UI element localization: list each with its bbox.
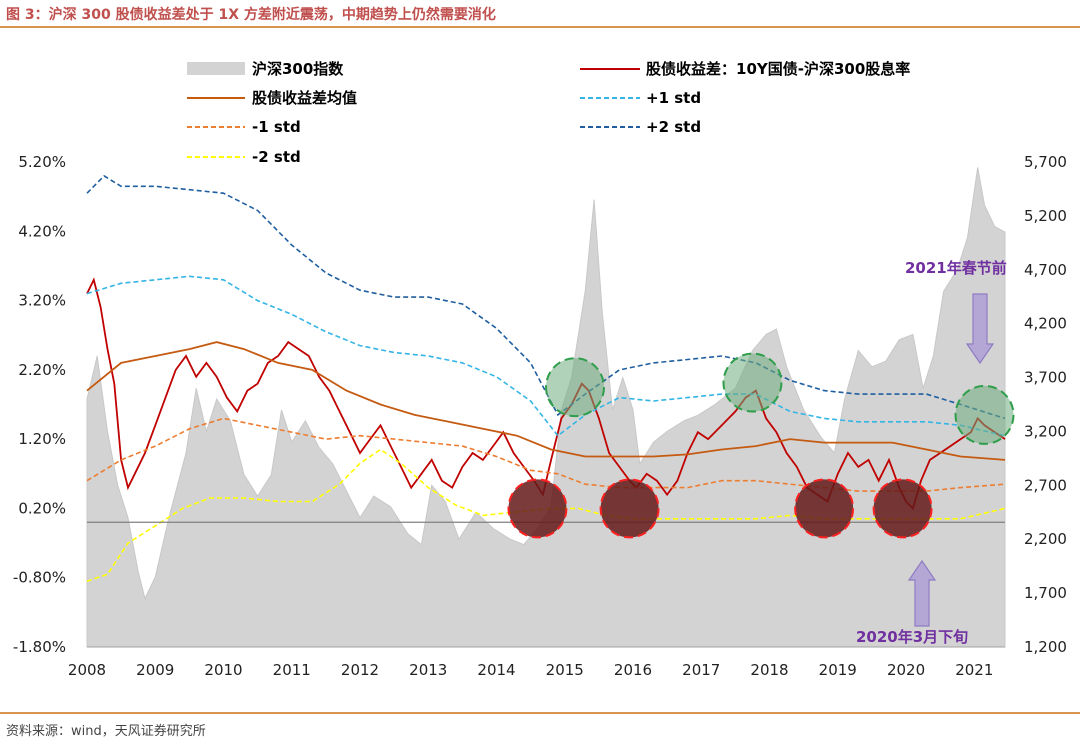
- legend-item-spread: 股债收益差：10Y国债-沪深300股息率: [580, 60, 910, 78]
- y-right-tick-label: 2,200: [1024, 530, 1067, 548]
- axis-layer: 5.20% 4.20% 3.20% 2.20% 1.20% 0.20% -0.80% -1.8…: [13, 153, 1067, 679]
- x-tick-label: 2021: [955, 661, 993, 679]
- y-right-tick-label: 5,700: [1024, 153, 1067, 171]
- y-left-tick-label: 4.20%: [18, 222, 66, 240]
- y-right-tick-label: 3,700: [1024, 369, 1067, 387]
- legend-item-minus2: -2 std: [187, 148, 301, 166]
- legend-label-minus1: -1 std: [252, 118, 301, 136]
- y-left-tick-label: -0.80%: [13, 569, 66, 587]
- highlight-green-circle-2: [954, 384, 1015, 445]
- x-tick-label: 2020: [887, 661, 925, 679]
- series-line-2: [86, 341, 1006, 461]
- series-line-5: [86, 174, 1006, 420]
- x-tick-label: 2010: [204, 661, 242, 679]
- source-note: 资料来源：wind，天风证券研究所: [6, 724, 206, 739]
- bottom-divider: [0, 712, 1080, 714]
- annotation-march-2020-arrow: [907, 559, 937, 627]
- legend-label-csi300: 沪深300指数: [252, 60, 344, 78]
- annotation-spring-festival-label: 2021年春节前: [905, 259, 1007, 277]
- highlight-red-circle-1: [599, 478, 660, 539]
- highlight-layer: [507, 352, 1015, 539]
- y-right-tick-label: 1,200: [1024, 638, 1067, 656]
- highlight-red-circle-3: [872, 478, 933, 539]
- annotation-march-2020: 2020年3月下旬: [856, 559, 968, 646]
- annotation-spring-festival-arrow: [965, 293, 995, 365]
- y-left-tick-label: 0.20%: [18, 499, 66, 517]
- annotation-spring-festival: 2021年春节前: [905, 259, 1007, 365]
- legend-label-minus2: -2 std: [252, 148, 301, 166]
- legend-swatch-csi300: [187, 62, 245, 75]
- legend: 沪深300指数 股债收益差：10Y国债-沪深300股息率 股债收益差均值 +1 …: [187, 60, 910, 166]
- x-tick-label: 2017: [682, 661, 720, 679]
- highlight-green-circle-0: [545, 357, 606, 418]
- x-tick-label: 2016: [614, 661, 652, 679]
- y-right-tick-label: 2,700: [1024, 476, 1067, 494]
- legend-item-plus2: +2 std: [580, 118, 701, 136]
- legend-label-mean: 股债收益差均值: [252, 89, 357, 107]
- annotation-march-2020-label: 2020年3月下旬: [856, 628, 968, 646]
- x-tick-label: 2019: [819, 661, 857, 679]
- legend-item-mean: 股债收益差均值: [187, 89, 357, 107]
- y-right-tick-label: 5,200: [1024, 207, 1067, 225]
- y-right-tick-label: 4,200: [1024, 315, 1067, 333]
- x-tick-label: 2008: [68, 661, 106, 679]
- y-right-tick-label: 4,700: [1024, 261, 1067, 279]
- legend-label-plus2: +2 std: [646, 118, 701, 136]
- series-line-3: [86, 275, 1006, 437]
- chart: 沪深300指数 股债收益差：10Y国债-沪深300股息率 股债收益差均值 +1 …: [13, 60, 1067, 679]
- x-tick-label: 2018: [750, 661, 788, 679]
- legend-label-plus1: +1 std: [646, 89, 701, 107]
- y-left-tick-label: -1.80%: [13, 638, 66, 656]
- legend-item-plus1: +1 std: [580, 89, 701, 107]
- series-layer: [86, 167, 1006, 648]
- x-tick-label: 2009: [136, 661, 174, 679]
- series-area-csi300: [86, 167, 1006, 648]
- figure-title: 图 3：沪深 300 股债收益差处于 1X 方差附近震荡，中期趋势上仍然需要消化: [6, 7, 496, 23]
- x-tick-label: 2012: [341, 661, 379, 679]
- y-right-tick-label: 3,200: [1024, 422, 1067, 440]
- y-right-tick-label: 1,700: [1024, 584, 1067, 602]
- highlight-red-circle-0: [507, 478, 568, 539]
- x-tick-label: 2014: [477, 661, 515, 679]
- x-tick-label: 2011: [273, 661, 311, 679]
- highlight-red-circle-2: [794, 478, 855, 539]
- x-tick-label: 2015: [546, 661, 584, 679]
- legend-item-minus1: -1 std: [187, 118, 301, 136]
- y-left-tick-label: 3.20%: [18, 292, 66, 310]
- y-left-tick-label: 2.20%: [18, 361, 66, 379]
- legend-item-csi300: 沪深300指数: [187, 60, 344, 78]
- x-tick-label: 2013: [409, 661, 447, 679]
- y-left-tick-label: 1.20%: [18, 430, 66, 448]
- highlight-green-circle-1: [722, 352, 783, 413]
- y-left-tick-label: 5.20%: [18, 153, 66, 171]
- legend-label-spread: 股债收益差：10Y国债-沪深300股息率: [646, 60, 910, 78]
- top-divider: [0, 26, 1080, 28]
